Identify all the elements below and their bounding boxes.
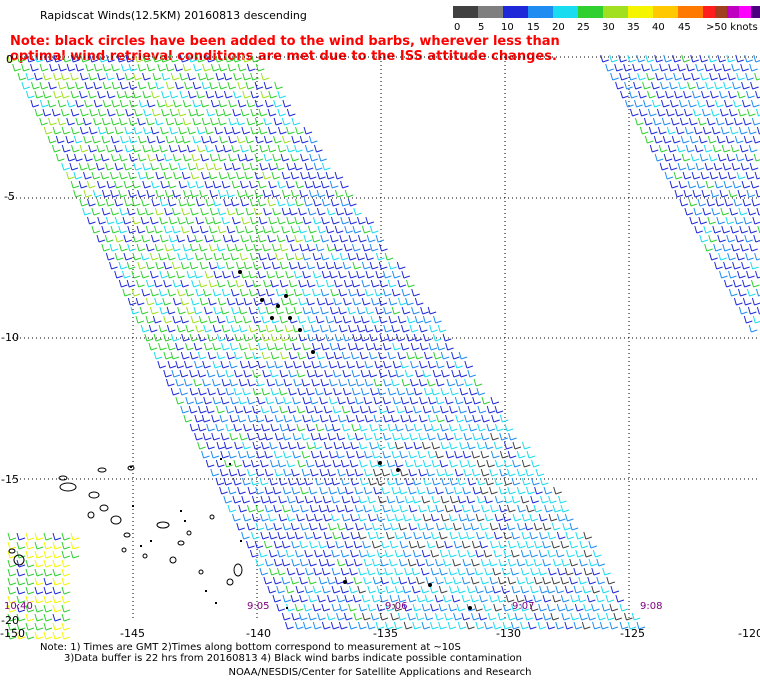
lat-label-m10: -10 — [1, 331, 19, 344]
legend-color-cell — [628, 6, 653, 18]
time-label: 9:08 — [640, 601, 663, 612]
legend-label: 15 — [527, 22, 540, 33]
legend-label: >50 knots — [706, 22, 758, 33]
footnote-line-1: Note: 1) Times are GMT 2)Times along bot… — [40, 642, 461, 653]
legend-color-cell — [727, 6, 739, 18]
legend-color-cell — [678, 6, 703, 18]
legend-color-cell — [603, 6, 628, 18]
lat-label-m15: -15 — [1, 473, 19, 486]
map-title: Rapidscat Winds(12.5KM) 20160813 descend… — [40, 9, 307, 22]
legend-color-cell — [503, 6, 528, 18]
island-outlines — [8, 458, 288, 609]
lon-label-m150: -150 — [0, 627, 25, 640]
legend-color-cell — [478, 6, 503, 18]
legend-label: 30 — [602, 22, 615, 33]
legend-label: 0 — [454, 22, 461, 33]
lon-label-m135: -135 — [373, 627, 398, 640]
legend-color-cell — [703, 6, 715, 18]
contamination-note: Note: black circles have been added to t… — [10, 34, 560, 64]
legend-color-cell — [739, 6, 751, 18]
legend-color-cell — [715, 6, 727, 18]
legend-label: 10 — [501, 22, 514, 33]
lon-label-m145: -145 — [120, 627, 145, 640]
time-label: 9:06 — [385, 601, 408, 612]
wind-speed-legend: 0 5 10 15 20 25 30 35 40 45 >50 knots — [448, 6, 760, 36]
legend-label: 35 — [627, 22, 640, 33]
lat-lon-gridlines — [8, 56, 760, 620]
legend-label: 20 — [552, 22, 565, 33]
lon-label-m140: -140 — [246, 627, 271, 640]
legend-label: 45 — [678, 22, 691, 33]
legend-label: 5 — [478, 22, 485, 33]
legend-color-cell — [528, 6, 553, 18]
time-label: 10:40 — [4, 601, 33, 612]
legend-color-bar — [453, 6, 760, 18]
lat-label-m5: -5 — [4, 190, 15, 203]
legend-label: 40 — [652, 22, 665, 33]
lon-label-m130: -130 — [496, 627, 521, 640]
legend-color-cell — [453, 6, 478, 18]
lon-label-m125: -125 — [620, 627, 645, 640]
legend-label: 25 — [577, 22, 590, 33]
credit-line: NOAA/NESDIS/Center for Satellite Applica… — [228, 667, 532, 678]
lat-label-m20: -20 — [1, 614, 19, 627]
footnote-line-2: 3)Data buffer is 22 hrs from 20160813 4)… — [64, 653, 522, 664]
legend-color-cell — [553, 6, 578, 18]
wind-barbs — [6, 54, 760, 640]
lat-label-0: 0 — [6, 53, 13, 66]
time-label: 9:07 — [512, 601, 535, 612]
legend-color-cell — [653, 6, 678, 18]
time-label: 9:05 — [247, 601, 270, 612]
legend-color-cell — [578, 6, 603, 18]
lon-label-m120: -120 — [738, 627, 760, 640]
legend-color-cell — [751, 6, 760, 18]
